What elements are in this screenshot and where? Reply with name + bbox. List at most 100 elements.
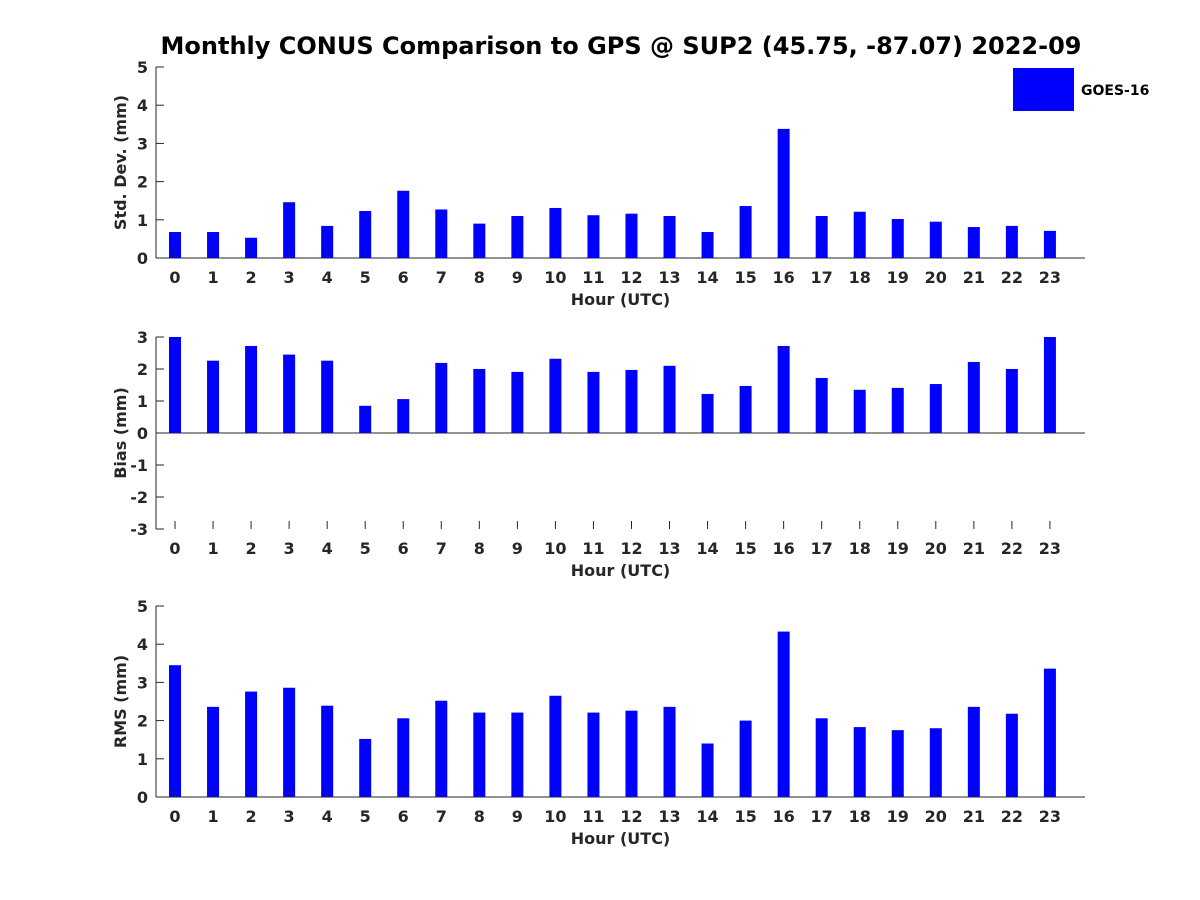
rms-x-tick-label: 13 <box>658 807 680 826</box>
legend-swatch-goes-16 <box>1013 68 1074 111</box>
bias-bar-19 <box>891 387 904 433</box>
bias-x-tick-label: 15 <box>734 539 756 558</box>
std-dev-x-tick-label: 1 <box>207 268 218 287</box>
std-dev-x-tick-label: 5 <box>360 268 371 287</box>
rms-bar-8 <box>473 712 486 797</box>
bias-x-tick-label: 23 <box>1039 539 1061 558</box>
bias-bar-6 <box>397 399 410 433</box>
rms-bar-18 <box>853 727 866 797</box>
rms-x-tick-label: 16 <box>773 807 795 826</box>
rms-y-tick-label: 4 <box>137 635 148 654</box>
rms-bar-19 <box>891 730 904 797</box>
bias-x-tick-label: 16 <box>773 539 795 558</box>
rms-x-tick-label: 1 <box>207 807 218 826</box>
std-dev-bar-22 <box>1005 225 1018 258</box>
std-dev-bar-5 <box>359 211 372 258</box>
bias-y-tick-label: 1 <box>137 392 148 411</box>
bias-x-tick-label: 20 <box>925 539 947 558</box>
rms-y-tick-label: 2 <box>137 712 148 731</box>
bias-bar-10 <box>549 358 562 433</box>
rms-bar-15 <box>739 720 752 797</box>
rms-x-tick-label: 12 <box>620 807 642 826</box>
bias-bar-13 <box>663 365 676 433</box>
bias-bar-21 <box>967 361 980 433</box>
rms-bar-12 <box>625 710 638 797</box>
std-dev-x-tick-label: 6 <box>398 268 409 287</box>
std-dev-bar-6 <box>397 190 410 258</box>
std-dev-x-tick-label: 14 <box>696 268 718 287</box>
bias-bar-12 <box>625 369 638 433</box>
rms-bar-6 <box>397 718 410 797</box>
std-dev-bar-10 <box>549 207 562 258</box>
bias-x-tick-label: 2 <box>246 539 257 558</box>
std-dev-x-axis-label: Hour (UTC) <box>571 290 671 309</box>
rms-y-tick-label: 0 <box>137 788 148 807</box>
rms-bar-23 <box>1043 668 1056 797</box>
std-dev-bar-20 <box>929 221 942 258</box>
rms-bar-11 <box>587 712 600 797</box>
bias-bar-18 <box>853 389 866 433</box>
std-dev-x-tick-label: 2 <box>246 268 257 287</box>
std-dev-bar-1 <box>207 232 220 258</box>
rms-x-tick-label: 6 <box>398 807 409 826</box>
rms-y-tick-label: 5 <box>137 597 148 616</box>
rms-x-tick-label: 10 <box>544 807 566 826</box>
std-dev-bar-3 <box>283 202 296 258</box>
bias-y-tick-label: -2 <box>130 488 148 507</box>
bias-x-tick-label: 18 <box>849 539 871 558</box>
rms-x-tick-label: 3 <box>284 807 295 826</box>
std-dev-bar-18 <box>853 211 866 258</box>
bias-x-tick-label: 21 <box>963 539 985 558</box>
bias-x-tick-label: 19 <box>887 539 909 558</box>
rms-bar-1 <box>207 706 220 797</box>
std-dev-bar-9 <box>511 215 524 258</box>
std-dev-x-tick-label: 3 <box>284 268 295 287</box>
rms-bar-10 <box>549 695 562 797</box>
std-dev-y-tick-label: 0 <box>137 249 148 268</box>
std-dev-y-tick-label: 3 <box>137 134 148 153</box>
bias-bar-3 <box>283 354 296 433</box>
bias-bar-23 <box>1043 337 1056 433</box>
std-dev-bar-14 <box>701 232 714 258</box>
bias-x-tick-label: 5 <box>360 539 371 558</box>
bias-x-tick-label: 14 <box>696 539 718 558</box>
bias-bar-20 <box>929 384 942 433</box>
rms-x-tick-label: 15 <box>734 807 756 826</box>
rms-x-tick-label: 18 <box>849 807 871 826</box>
std-dev-bar-13 <box>663 215 676 258</box>
bias-x-tick-label: 11 <box>582 539 604 558</box>
rms-x-tick-label: 17 <box>811 807 833 826</box>
rms-x-tick-label: 8 <box>474 807 485 826</box>
bias-x-tick-label: 12 <box>620 539 642 558</box>
rms-y-tick-label: 3 <box>137 673 148 692</box>
std-dev-x-tick-label: 19 <box>887 268 909 287</box>
std-dev-bar-16 <box>777 128 790 258</box>
std-dev-x-tick-label: 21 <box>963 268 985 287</box>
std-dev-x-tick-label: 15 <box>734 268 756 287</box>
rms-x-tick-label: 19 <box>887 807 909 826</box>
std-dev-y-tick-label: 5 <box>137 58 148 77</box>
rms-x-tick-label: 22 <box>1001 807 1023 826</box>
rms-bar-22 <box>1005 713 1018 797</box>
std-dev-bar-8 <box>473 223 486 258</box>
bias-y-tick-label: -1 <box>130 456 148 475</box>
rms-x-tick-label: 11 <box>582 807 604 826</box>
std-dev-x-tick-label: 17 <box>811 268 833 287</box>
std-dev-bar-19 <box>891 219 904 258</box>
std-dev-bar-12 <box>625 213 638 258</box>
rms-x-tick-label: 21 <box>963 807 985 826</box>
std-dev-x-tick-label: 11 <box>582 268 604 287</box>
rms-x-tick-label: 0 <box>169 807 180 826</box>
rms-y-tick-label: 1 <box>137 750 148 769</box>
bias-x-tick-label: 10 <box>544 539 566 558</box>
rms-y-axis-label: RMS (mm) <box>111 655 130 748</box>
bias-bar-5 <box>359 405 372 433</box>
std-dev-bar-7 <box>435 209 448 258</box>
rms-x-tick-label: 5 <box>360 807 371 826</box>
bias-x-tick-label: 4 <box>322 539 333 558</box>
rms-bar-21 <box>967 706 980 797</box>
std-dev-x-tick-label: 9 <box>512 268 523 287</box>
bias-bar-22 <box>1005 369 1018 433</box>
